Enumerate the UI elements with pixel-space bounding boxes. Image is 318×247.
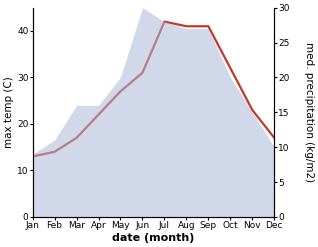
Y-axis label: med. precipitation (kg/m2): med. precipitation (kg/m2) bbox=[304, 42, 314, 182]
X-axis label: date (month): date (month) bbox=[112, 233, 195, 243]
Y-axis label: max temp (C): max temp (C) bbox=[4, 76, 14, 148]
